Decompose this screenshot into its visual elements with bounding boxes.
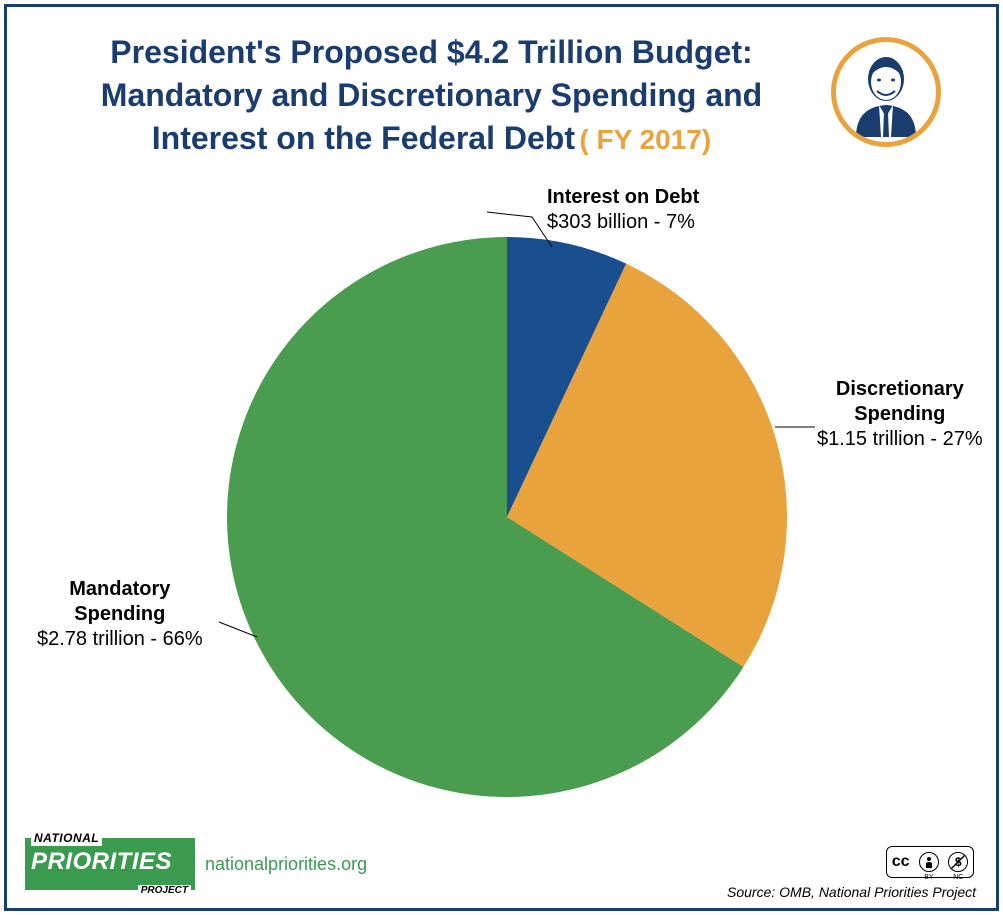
cc-text: cc [892,853,910,871]
footer-left: NATIONAL PRIORITIES PROJECT nationalprio… [25,838,367,890]
president-avatar [831,37,941,147]
npp-logo: NATIONAL PRIORITIES PROJECT [25,838,195,890]
logo-main-text: PRIORITIES [31,848,172,876]
cc-nc-icon: $ NC [948,852,968,872]
title-line-3: Interest on the Federal Debt [152,120,575,156]
cc-license-badge: cc BY $ NC [886,846,974,878]
slice-label-interest: Interest on Debt$303 billion - 7% [547,185,699,235]
pie-chart-svg [7,197,1003,827]
avatar-ring [831,37,941,147]
site-url: nationalpriorities.org [205,854,367,875]
slice-label-mandatory: MandatorySpending$2.78 trillion - 66% [37,577,203,652]
slice-label-discretionary: DiscretionarySpending$1.15 trillion - 27… [817,377,983,452]
title-line-2: Mandatory and Discretionary Spending and [47,74,816,117]
president-portrait-icon [841,47,931,137]
cc-by-icon: BY [919,852,939,872]
title-subtitle: ( FY 2017) [579,124,711,155]
pie-chart-area: Interest on Debt$303 billion - 7%Discret… [7,197,1003,827]
logo-top-text: NATIONAL [31,830,102,846]
title-line-1: President's Proposed $4.2 Trillion Budge… [47,31,816,74]
logo-bottom-text: PROJECT [138,885,191,896]
title-block: President's Proposed $4.2 Trillion Budge… [47,31,816,161]
chart-frame: President's Proposed $4.2 Trillion Budge… [4,4,999,911]
source-citation: Source: OMB, National Priorities Project [727,884,976,900]
